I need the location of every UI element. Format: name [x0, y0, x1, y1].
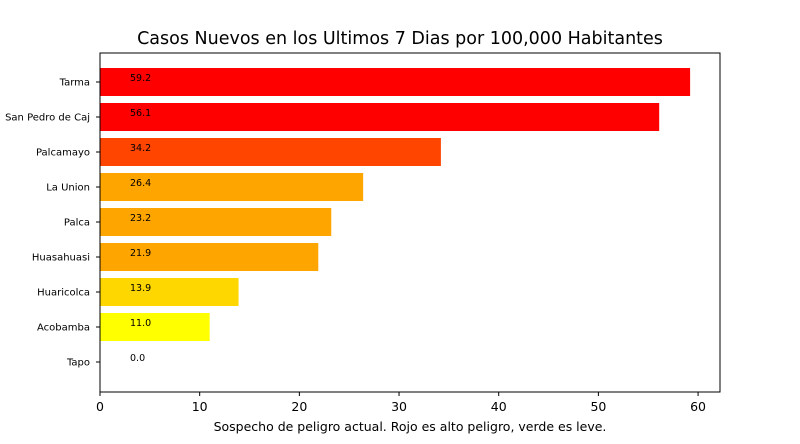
bar [100, 173, 364, 201]
bar [100, 243, 319, 271]
x-tick-label: 0 [96, 399, 104, 414]
y-tick-label: Tapo [66, 358, 90, 369]
x-tick-label: 40 [491, 399, 507, 414]
bar-value-label: 13.9 [130, 283, 151, 294]
x-tick-label: 50 [590, 399, 606, 414]
bars-group [100, 68, 691, 341]
y-tick-label: Acobamba [37, 323, 90, 334]
bar [100, 103, 660, 131]
x-tick-label: 30 [391, 399, 407, 414]
value-labels-group: 59.2 56.1 34.2 26.4 23.2 21.9 13.9 11.0 0.0 [130, 73, 151, 364]
bar-value-label: 59.2 [130, 73, 151, 84]
y-tick-label: Huasahuasi [32, 253, 90, 264]
bar [100, 208, 332, 236]
bar-value-label: 56.1 [130, 108, 151, 119]
y-tick-label: Huaricolca [37, 288, 90, 299]
y-axis: Tarma San Pedro de Caj Palcamayo La Union Pa… [5, 78, 100, 369]
y-tick-label: Palca [64, 218, 90, 229]
bar-value-label: 26.4 [130, 178, 151, 189]
y-tick-label: San Pedro de Caj [5, 113, 90, 124]
bar [100, 313, 210, 341]
plot-frame [99, 52, 721, 393]
x-tick-label: 60 [690, 399, 706, 414]
chart-title: Casos Nuevos en los Ultimos 7 Dias por 1… [137, 29, 663, 49]
bar [100, 138, 441, 166]
bar-value-label: 34.2 [130, 143, 151, 154]
bar [100, 278, 239, 306]
x-axis: 0 10 20 30 40 50 60 [96, 392, 706, 414]
bar [100, 68, 691, 96]
bar-value-label: 11.0 [130, 318, 151, 329]
bar-value-label: 0.0 [130, 353, 145, 364]
y-tick-label: Palcamayo [36, 148, 90, 159]
bar-value-label: 21.9 [130, 248, 151, 259]
y-tick-label: Tarma [59, 78, 90, 89]
x-tick-label: 20 [291, 399, 307, 414]
x-tick-label: 10 [192, 399, 208, 414]
y-tick-label: La Union [46, 183, 90, 194]
bar-value-label: 23.2 [130, 213, 151, 224]
x-axis-label: Sospecho de peligro actual. Rojo es alto… [214, 419, 607, 434]
